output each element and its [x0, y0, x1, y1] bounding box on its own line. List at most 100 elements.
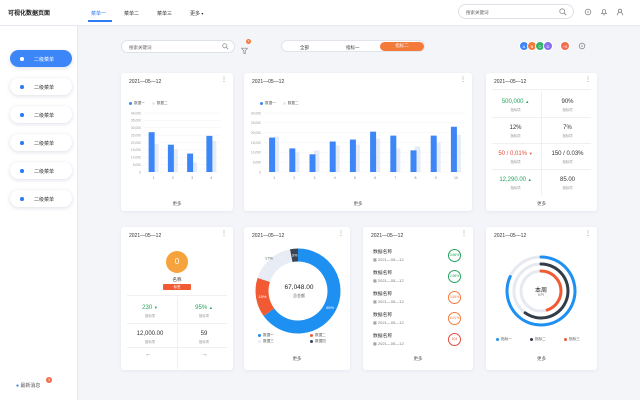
list-item[interactable]: 数据名称 ▦ 2021—05—12 2.56% [373, 269, 473, 289]
list-item[interactable]: 数据名称 ▦ 2021—05—12 101 [373, 332, 473, 352]
legend-item-2: 数据二 [282, 101, 299, 105]
more-vert-icon[interactable]: ⋮ [338, 231, 344, 237]
legend-item-1: 数据一 [129, 101, 145, 105]
more-vert-icon[interactable]: ⋮ [461, 231, 467, 237]
segment-control: 全部 指标一 指标二 [281, 40, 425, 52]
profile-tag: 标签 [163, 284, 191, 290]
filter-icon [241, 47, 248, 55]
donut-slice-label: 17% [265, 255, 273, 260]
x-tick-label: 1 [273, 176, 275, 180]
bar-series-2 [414, 146, 421, 172]
tab-more[interactable]: 更多 ▾ [190, 10, 203, 17]
tab-menu-1[interactable]: 菜单一 [91, 11, 107, 17]
sidebar-item-3[interactable]: 二级菜单 [10, 106, 72, 123]
top-search-input[interactable]: 搜索关键词 [458, 4, 574, 19]
content-search-placeholder: 搜索关键词 [129, 45, 152, 50]
list-item[interactable]: 数据名称 ▦ 2021—05—12 6.01% [373, 311, 473, 331]
bar-series-2 [152, 143, 159, 172]
stat-item: 12,290.00 ▲ 指标项 [490, 177, 541, 190]
stat-label: 指标项 [510, 108, 521, 112]
ring-progress [539, 269, 563, 312]
legend-label: 数据二 [156, 101, 168, 105]
more-link[interactable]: 更多 [413, 356, 423, 361]
settings-icon[interactable] [584, 8, 592, 16]
content-search-input[interactable]: 搜索关键词 [121, 40, 235, 53]
stat-item: 85.00 指标项 [542, 177, 593, 190]
bar-series-2 [171, 149, 178, 172]
tab-more-label: 更多 [190, 11, 201, 17]
more-link[interactable]: 更多 [537, 356, 546, 361]
bullet-icon [20, 141, 24, 145]
stat-value: 95% [195, 305, 208, 311]
list-item-name: 数据名称 [373, 334, 393, 339]
user-icon[interactable] [616, 8, 624, 16]
settings-icon[interactable] [578, 42, 586, 50]
avatar-more[interactable]: +3 [560, 41, 570, 51]
sidebar-item-6[interactable]: 二级菜单 [10, 190, 72, 207]
stat-value: 150 / 0.03% [551, 151, 584, 157]
filter-button[interactable]: 3 [241, 39, 251, 60]
more-link[interactable]: 更多 [353, 201, 363, 206]
list-item[interactable]: 数据名称 ▦ 2021—05—12 3.55% [373, 290, 473, 310]
more-link[interactable]: 更多 [292, 356, 302, 361]
sidebar-item-5[interactable]: 二级菜单 [10, 162, 72, 179]
search-icon[interactable] [222, 43, 229, 50]
sidebar-item-4[interactable]: 二级菜单 [10, 134, 72, 151]
card-profile: 2021—05—12 ⋮ 0 名称 标签 230 ▼ 指标项 95% ▲ 指标项 1… [121, 227, 233, 370]
legend-item-1: 数据一 [260, 101, 276, 105]
bar-series-1 [410, 150, 417, 172]
x-tick-label: 3 [314, 176, 316, 180]
list-item-name: 数据名称 [373, 250, 393, 255]
trend-up-icon: ▲ [527, 177, 532, 182]
donut-center-value: 67,048.00 [284, 284, 314, 291]
card-date: 2021—05—12 [252, 233, 285, 239]
calendar-icon: ▦ [373, 341, 377, 346]
card-date: 2021—05—12 [129, 79, 162, 85]
tab-menu-2[interactable]: 菜单二 [124, 11, 140, 17]
donut-slice [290, 248, 299, 263]
donut-center-label: 总金额 [293, 293, 305, 298]
more-vert-icon[interactable]: ⋮ [585, 77, 591, 83]
stat-item: 50 / 0.01% ▼ 指标项 [490, 151, 541, 164]
more-vert-icon[interactable]: ⋮ [460, 77, 466, 83]
bullet-icon [20, 113, 24, 117]
y-tick-label: 25,000 [251, 121, 261, 125]
donut-slice [263, 248, 341, 334]
arrow-right-icon[interactable]: → [201, 351, 208, 358]
more-vert-icon[interactable]: ⋮ [221, 231, 227, 237]
card-date: 2021—05—12 [371, 233, 404, 239]
sidebar-item-2[interactable]: 二级菜单 [10, 78, 72, 95]
bar-series-2 [191, 162, 198, 172]
bell-icon[interactable] [600, 8, 608, 16]
stat-label: 指标项 [144, 340, 156, 344]
list-item-name: 数据名称 [373, 313, 393, 318]
bar-series-2 [333, 145, 340, 172]
segment-metric-1[interactable]: 指标一 [346, 44, 360, 50]
profile-name: 名称 [172, 277, 182, 282]
latest-messages-link[interactable]: ● 最新消息 3 [16, 377, 52, 389]
arrow-left-icon[interactable]: ← [145, 351, 152, 358]
stat-item: 12% 指标项 [490, 125, 541, 138]
more-link[interactable]: 更多 [172, 201, 182, 206]
card-bar-chart-small: 2021—05—12 ⋮ 数据一 数据二 40,000 35,000 30,000 2… [121, 73, 233, 211]
more-vert-icon[interactable]: ⋮ [585, 231, 591, 237]
tab-menu-3[interactable]: 菜单三 [157, 11, 173, 17]
list-item[interactable]: 数据名称 ▦ 2021—05—12 3.56% [373, 248, 473, 268]
x-tick-label: 5 [354, 176, 356, 180]
more-link[interactable]: 更多 [537, 201, 546, 206]
legend-label: 数据一 [263, 333, 274, 337]
donut-slice-label: 65% [326, 305, 334, 310]
sidebar-item-1[interactable]: 二级菜单 [10, 50, 72, 67]
active-tab-underline [88, 20, 112, 22]
chart-legend: 数据一 数据二 [260, 101, 299, 106]
segment-metric-2[interactable]: 指标二 [380, 42, 424, 51]
more-vert-icon[interactable]: ⋮ [221, 77, 227, 83]
search-icon[interactable] [559, 8, 567, 16]
y-tick-label: 35,000 [131, 119, 141, 123]
segment-all[interactable]: 全部 [300, 44, 309, 50]
kpi-ring-chart [505, 255, 577, 327]
avatar[interactable]: D [543, 41, 553, 51]
y-tick-label: 40,000 [131, 111, 141, 115]
bullet-icon: ● [16, 383, 20, 389]
sidebar-item-label: 二级菜单 [34, 169, 55, 175]
